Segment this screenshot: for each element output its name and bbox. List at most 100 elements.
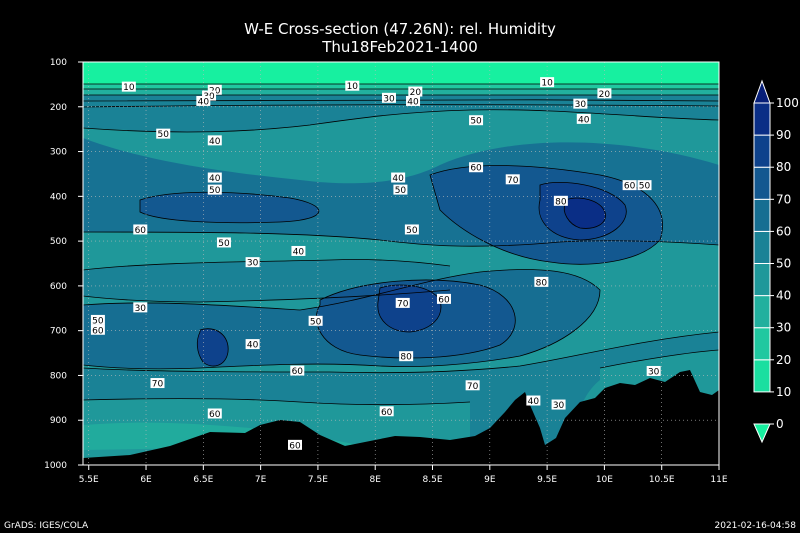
x-tick-label: 6.5E <box>193 475 213 485</box>
contour-label-text: 30 <box>648 367 660 377</box>
contour-label: 60 <box>436 293 451 305</box>
x-tick-label: 7.5E <box>308 475 328 485</box>
colorbar-tick-label: 100 <box>776 96 799 110</box>
y-tick-label: 100 <box>50 58 67 68</box>
contour-label-box <box>646 365 661 376</box>
contour-label-box <box>391 172 406 183</box>
contour-label-text: 40 <box>528 397 540 407</box>
contour-label-box <box>196 95 211 106</box>
contour-label-text: 80 <box>536 278 548 288</box>
contour-label: 70 <box>465 380 480 392</box>
contour-label-box <box>207 84 222 95</box>
contour-label-text: 50 <box>310 317 322 327</box>
contour-label-text: 30 <box>383 94 395 104</box>
x-tick-label: 8E <box>370 475 382 485</box>
contour-label-text: 70 <box>397 299 409 309</box>
contour-label: 30 <box>551 399 566 411</box>
colorbar-segment <box>753 295 771 329</box>
x-tick-label: 6E <box>140 475 152 485</box>
contour-label: 30 <box>133 302 148 314</box>
contour-label-box <box>308 315 323 326</box>
contour-label-text: 60 <box>438 295 450 305</box>
contour-labels: 1020304050401020304050102030406070806050… <box>90 77 661 451</box>
contour-label-box <box>436 293 451 304</box>
contour-label-text: 70 <box>152 380 164 390</box>
y-tick-label: 200 <box>50 103 67 113</box>
contour-label-text: 20 <box>599 90 611 100</box>
contour-label-box <box>121 81 136 92</box>
contour-label-box <box>290 365 305 376</box>
contour-label: 50 <box>216 237 231 249</box>
contour-label-text: 30 <box>575 100 587 110</box>
contour-label-text: 10 <box>123 83 135 93</box>
contour-label-text: 60 <box>289 441 301 451</box>
contour-label: 50 <box>308 315 323 327</box>
contour-label-box <box>156 128 171 139</box>
chart-title: W-E Cross-section (47.26N): rel. Humidit… <box>244 20 556 38</box>
colorbar-tick-label: 50 <box>776 257 791 271</box>
contour-label-box <box>207 135 222 146</box>
contour-label: 10 <box>345 80 360 92</box>
colorbar-tick-label: 80 <box>776 160 791 174</box>
contour-label-box <box>406 95 421 106</box>
contour-label-box <box>553 195 568 206</box>
contour-label-box <box>540 77 555 88</box>
colorbar-segment <box>753 166 771 200</box>
contour-label-box <box>207 172 222 183</box>
contour-label-box <box>534 276 549 287</box>
contour-label-box <box>133 302 148 313</box>
contour-label: 30 <box>381 92 396 104</box>
contour-label: 80 <box>553 195 568 207</box>
contour-label: 50 <box>637 180 652 192</box>
contour-label: 60 <box>133 224 148 236</box>
x-tick-label: 10E <box>596 475 613 485</box>
contour-label: 60 <box>288 439 302 451</box>
contour-label-box <box>245 257 260 268</box>
contour-label-box <box>291 245 306 256</box>
contour-label-box <box>379 406 394 417</box>
contour-label-text: 60 <box>470 164 482 174</box>
y-tick-label: 1000 <box>44 461 67 471</box>
contour-label-text: 50 <box>406 226 418 236</box>
y-tick-label: 300 <box>50 148 67 158</box>
humidity-field <box>83 62 719 465</box>
contour-label-box <box>207 408 222 419</box>
contour-label: 60 <box>379 406 394 418</box>
contour-label: 80 <box>534 276 549 288</box>
contour-label-box <box>90 314 105 325</box>
colorbar-tick-label: 10 <box>776 385 791 399</box>
contour-label-box <box>622 180 637 191</box>
contour-label-text: 60 <box>624 182 636 192</box>
contour-label: 40 <box>291 245 306 257</box>
contour-label-box <box>288 439 302 450</box>
contour-label: 30 <box>646 365 661 377</box>
contour-label: 30 <box>573 98 588 110</box>
contour-label-text: 70 <box>467 382 479 392</box>
footer-timestamp: 2021-02-16-04:58 <box>715 521 797 531</box>
contour-label-text: 30 <box>553 401 565 411</box>
contour-label: 40 <box>207 135 222 147</box>
contour-label: 40 <box>196 95 211 107</box>
contour-label: 50 <box>90 314 105 326</box>
y-tick-label: 600 <box>50 282 67 292</box>
contour-label: 50 <box>393 184 408 196</box>
colorbar-arrow-high <box>753 79 771 104</box>
x-tick-label: 10.5E <box>649 475 675 485</box>
contour-label: 50 <box>207 184 222 196</box>
contour-label: 40 <box>526 395 541 407</box>
contour-label-box <box>133 224 148 235</box>
contour-label-text: 50 <box>470 117 482 127</box>
contour-label-box <box>465 380 480 391</box>
x-tick-label: 7E <box>255 475 267 485</box>
contour-label-text: 60 <box>135 226 147 236</box>
contour-label-box <box>408 86 423 97</box>
contour-label-box <box>469 162 484 173</box>
y-tick-label: 500 <box>50 237 67 247</box>
x-axis: 5.5E 6E 6.5E 7E 7.5E 8E 8.5E 9E 9.5E 10E 10.5E 11E <box>79 465 728 485</box>
contour-label-box <box>150 378 165 389</box>
colorbar-tick-label: 60 <box>776 224 791 238</box>
colorbar-segment <box>753 102 771 136</box>
contour-label-box <box>469 115 484 126</box>
colorbar-segment <box>753 230 771 264</box>
contour-label: 40 <box>406 95 421 107</box>
